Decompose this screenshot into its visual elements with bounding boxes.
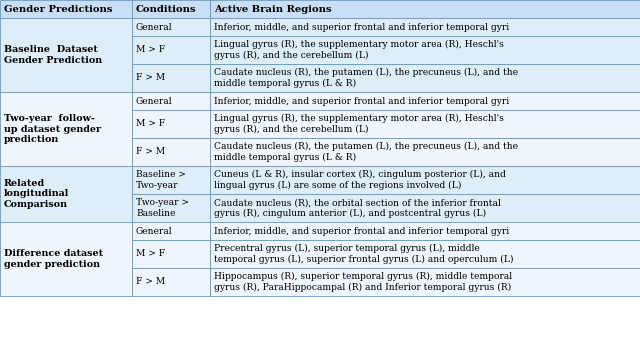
Bar [210,222,640,240]
Bar [210,240,640,268]
Bar [132,0,210,18]
Text: Difference dataset
gender prediction: Difference dataset gender prediction [4,249,103,269]
Text: Related
longitudinal
Comparison: Related longitudinal Comparison [4,179,69,209]
Text: Caudate nucleus (R), the putamen (L), the precuneus (L), and the
middle temporal: Caudate nucleus (R), the putamen (L), th… [214,142,518,162]
Text: Conditions: Conditions [136,5,196,14]
Text: F > M: F > M [136,74,165,83]
Bar [210,138,640,166]
Text: Lingual gyrus (R), the supplementary motor area (R), Heschl's
gyrus (R), and the: Lingual gyrus (R), the supplementary mot… [214,40,504,60]
Bar [210,268,640,296]
Text: Inferior, middle, and superior frontal and inferior temporal gyri: Inferior, middle, and superior frontal a… [214,97,509,105]
Text: Inferior, middle, and superior frontal and inferior temporal gyri: Inferior, middle, and superior frontal a… [214,226,509,236]
Text: Baseline  Dataset
Gender Prediction: Baseline Dataset Gender Prediction [4,45,102,65]
Bar [0,92,132,166]
Bar [132,240,210,268]
Text: Inferior, middle, and superior frontal and inferior temporal gyri: Inferior, middle, and superior frontal a… [214,22,509,32]
Text: M > F: M > F [136,46,165,55]
Bar [132,36,210,64]
Bar [132,166,210,194]
Bar [210,92,640,110]
Text: M > F: M > F [136,250,165,259]
Bar [210,110,640,138]
Bar [0,166,132,222]
Text: Baseline >
Two-year: Baseline > Two-year [136,170,186,190]
Bar [132,222,210,240]
Bar [0,222,132,296]
Bar [210,166,640,194]
Bar [132,268,210,296]
Text: Caudate nucleus (R), the putamen (L), the precuneus (L), and the
middle temporal: Caudate nucleus (R), the putamen (L), th… [214,68,518,88]
Text: Active Brain Regions: Active Brain Regions [214,5,332,14]
Bar [210,18,640,36]
Bar [132,194,210,222]
Text: General: General [136,22,173,32]
Text: F > M: F > M [136,278,165,287]
Text: Cuneus (L & R), insular cortex (R), cingulum posterior (L), and
lingual gyrus (L: Cuneus (L & R), insular cortex (R), cing… [214,170,506,190]
Text: General: General [136,226,173,236]
Text: Lingual gyrus (R), the supplementary motor area (R), Heschl's
gyrus (R), and the: Lingual gyrus (R), the supplementary mot… [214,114,504,134]
Bar [132,138,210,166]
Bar [132,110,210,138]
Bar [210,64,640,92]
Text: Caudate nucleus (R), the orbital section of the inferior frontal
gyrus (R), cing: Caudate nucleus (R), the orbital section… [214,198,501,218]
Text: Hippocampus (R), superior temporal gyrus (R), middle temporal
gyrus (R), ParaHip: Hippocampus (R), superior temporal gyrus… [214,272,512,292]
Bar [132,92,210,110]
Text: Two-year >
Baseline: Two-year > Baseline [136,198,189,218]
Bar [0,0,132,18]
Text: Gender Predictions: Gender Predictions [4,5,113,14]
Text: F > M: F > M [136,147,165,156]
Bar [210,36,640,64]
Bar [0,18,132,92]
Text: General: General [136,97,173,105]
Text: M > F: M > F [136,119,165,128]
Text: Precentral gyrus (L), superior temporal gyrus (L), middle
temporal gyrus (L), su: Precentral gyrus (L), superior temporal … [214,244,513,264]
Bar [132,18,210,36]
Bar [210,0,640,18]
Bar [210,194,640,222]
Text: Two-year  follow-
up dataset gender
prediction: Two-year follow- up dataset gender predi… [4,114,101,144]
Bar [132,64,210,92]
